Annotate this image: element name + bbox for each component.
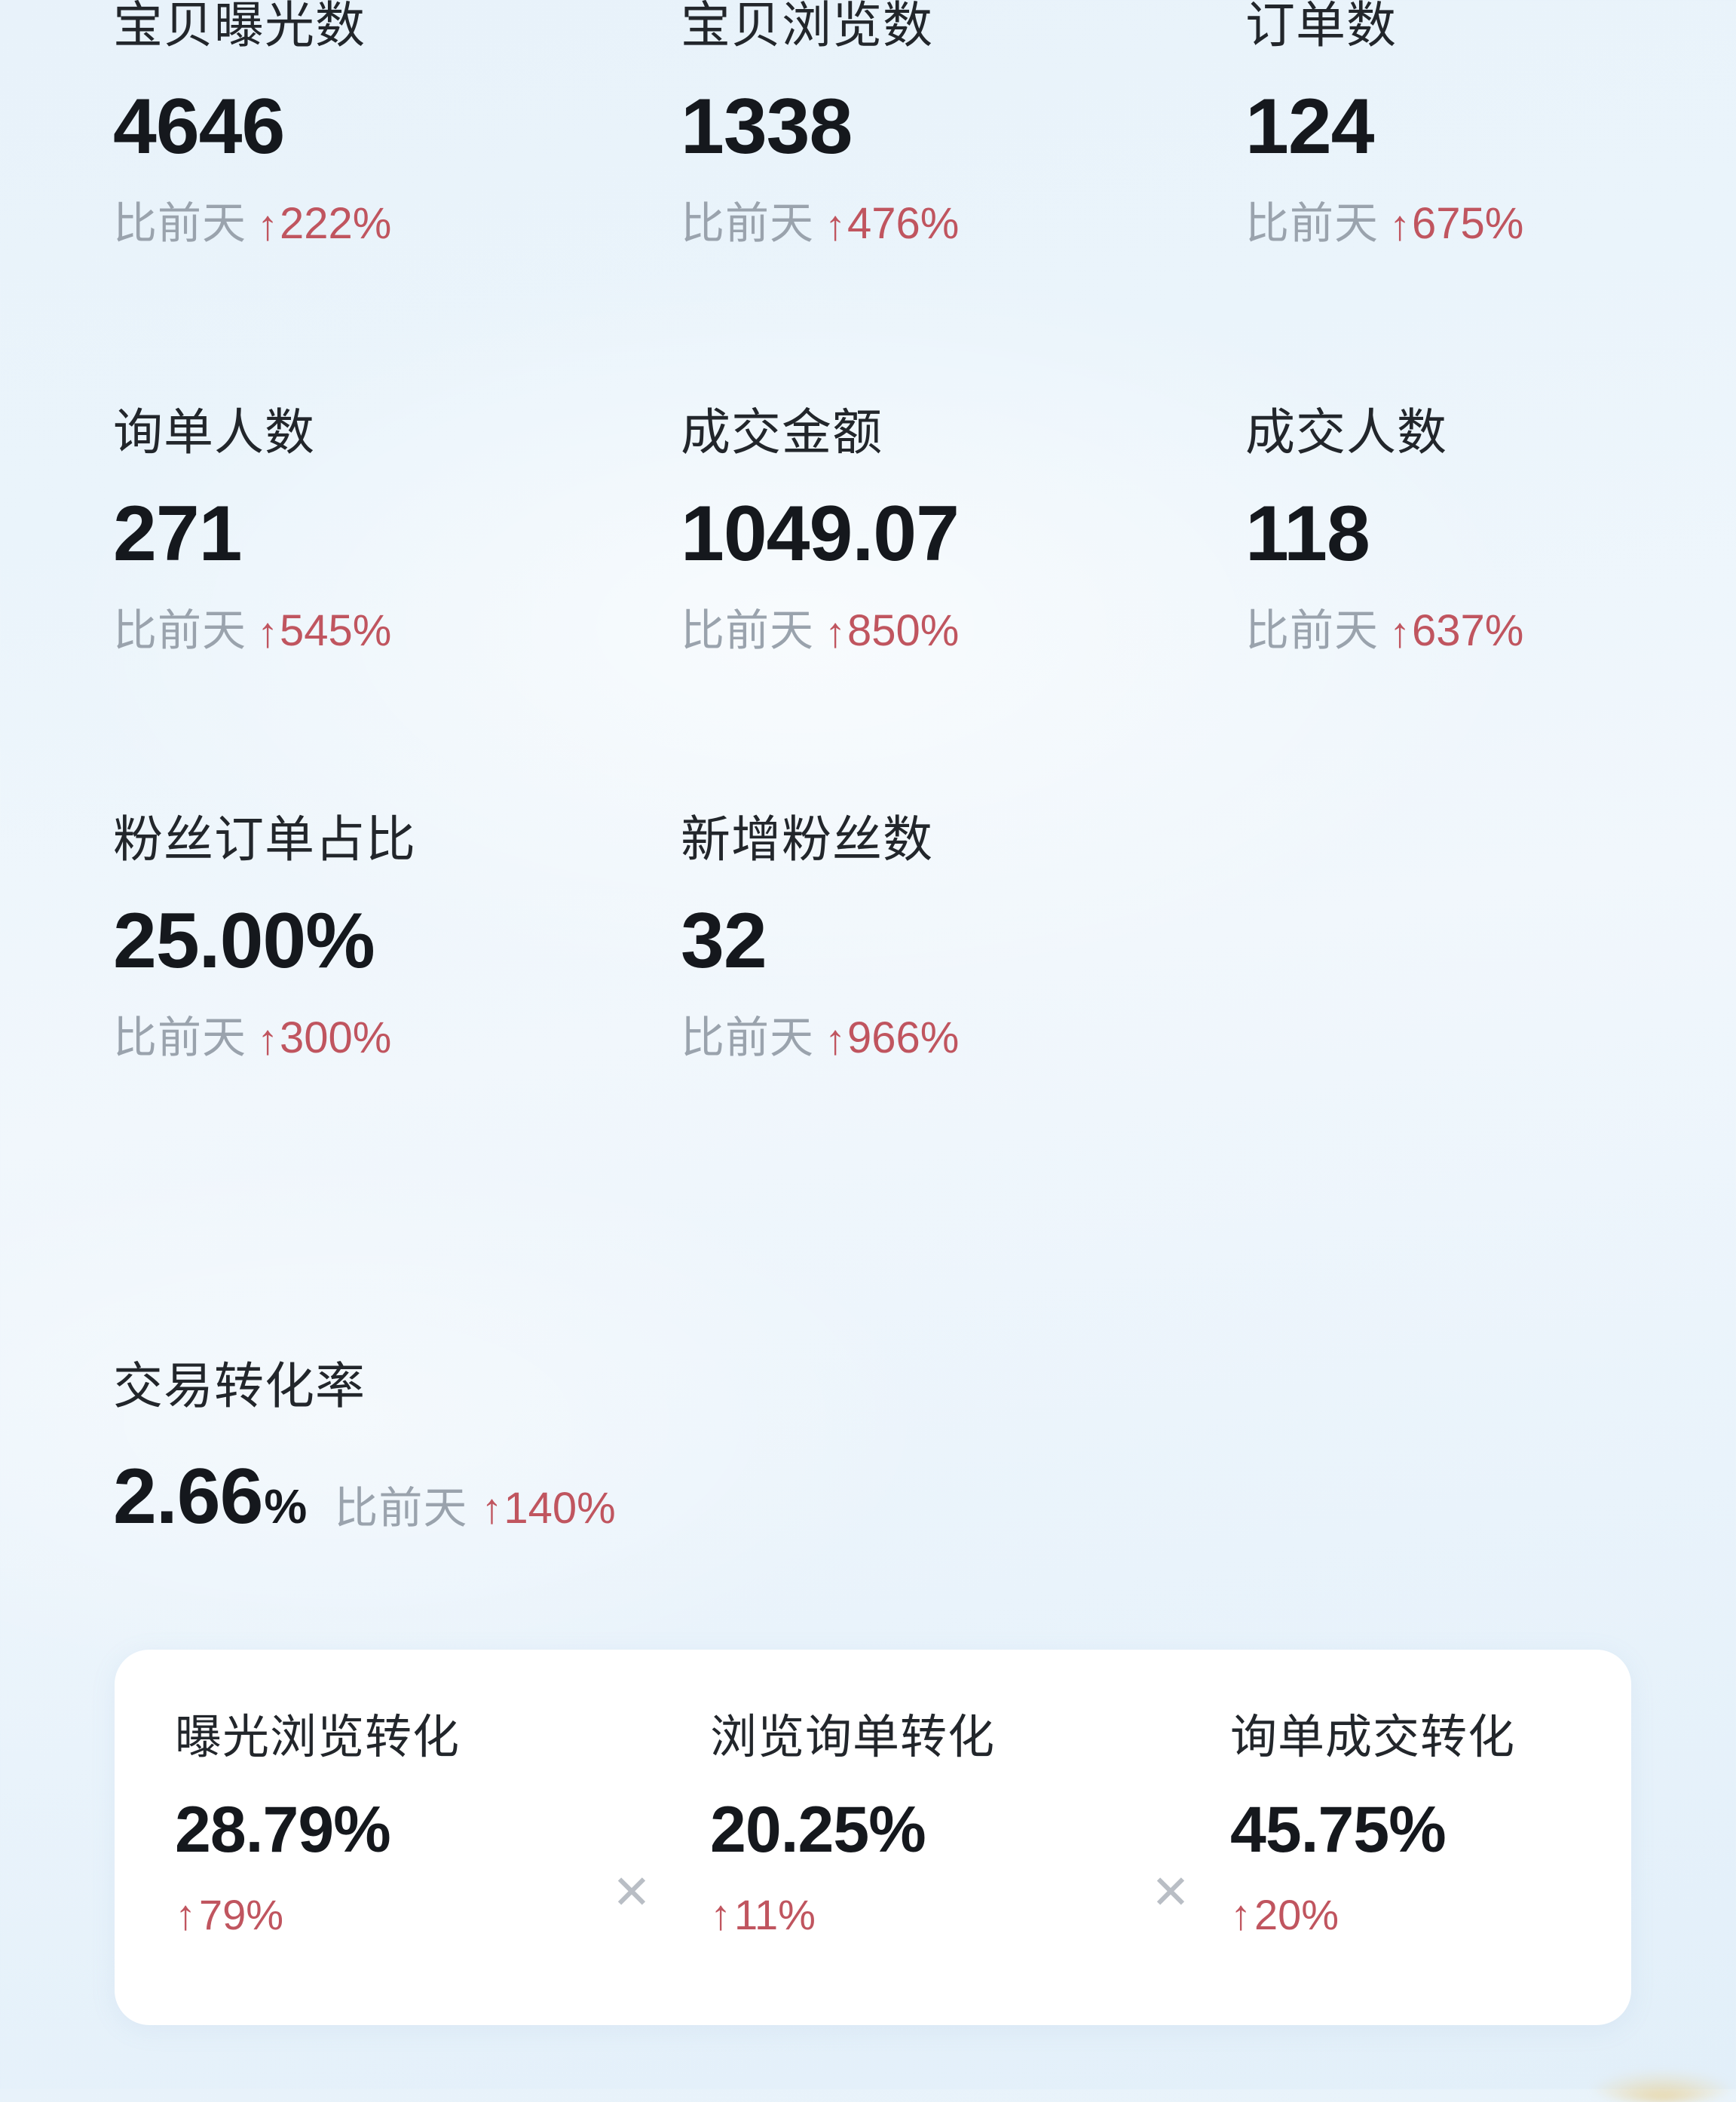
metrics-row: 宝贝曝光数 4646 比前天 ↑ 222% 宝贝浏览数 1338 比前天 ↑ 4…: [0, 0, 1736, 407]
funnel-step-value: 20.25%: [710, 1794, 926, 1866]
trade-conversion-section[interactable]: 交易转化率 2.66 % 比前天 ↑ 140%: [113, 1361, 616, 1536]
metric-label: 宝贝曝光数: [113, 0, 366, 53]
compare-label: 比前天: [1245, 606, 1379, 655]
metric-card-chengjiao-jine[interactable]: 成交金额 1049.07 比前天 ↑ 850%: [681, 404, 960, 656]
arrow-up-icon: ↑: [1389, 201, 1411, 249]
conversion-funnel-card[interactable]: 曝光浏览转化 28.79% ↑79% ✕ 浏览询单转化 20.25% ↑11% …: [115, 1650, 1631, 2025]
delta-value: 850%: [847, 606, 960, 655]
trade-conversion-unit: %: [264, 1479, 308, 1534]
multiply-icon: ✕: [1151, 1867, 1190, 1919]
arrow-up-icon: ↑: [257, 608, 279, 656]
metrics-row: 粉丝订单占比 25.00% 比前天 ↑ 300% 新增粉丝数 32 比前天 ↑ …: [0, 814, 1736, 1221]
delta-value: 140%: [504, 1484, 616, 1533]
metric-card-fensi-dingdan-zhanbi[interactable]: 粉丝订单占比 25.00% 比前天 ↑ 300%: [113, 811, 416, 1063]
trade-conversion-value: 2.66: [113, 1453, 263, 1540]
metric-delta: 比前天 ↑ 300%: [113, 1013, 416, 1063]
metric-label: 新增粉丝数: [681, 811, 933, 867]
trade-conversion-label: 交易转化率: [113, 1358, 366, 1414]
delta-value: 222%: [280, 199, 392, 248]
arrow-up-icon: ↑: [257, 201, 279, 249]
metric-card-xinzeng-fensi[interactable]: 新增粉丝数 32 比前天 ↑ 966%: [681, 811, 960, 1063]
conversion-funnel-inner: 曝光浏览转化 28.79% ↑79% ✕ 浏览询单转化 20.25% ↑11% …: [115, 1650, 1631, 2025]
metric-label: 成交人数: [1245, 404, 1447, 460]
metrics-grid: 宝贝曝光数 4646 比前天 ↑ 222% 宝贝浏览数 1338 比前天 ↑ 4…: [0, 0, 1736, 1221]
funnel-step-delta: ↑20%: [1230, 1894, 1515, 1936]
funnel-step-label: 浏览询单转化: [710, 1711, 996, 1763]
compare-label: 比前天: [113, 606, 247, 655]
metric-label: 粉丝订单占比: [113, 811, 416, 867]
metric-value: 271: [113, 490, 243, 578]
metric-value: 1338: [681, 83, 853, 170]
arrow-up-icon: ↑: [825, 1016, 847, 1063]
trade-conversion-row: 2.66 % 比前天 ↑ 140%: [113, 1457, 616, 1536]
metric-label: 询单人数: [113, 404, 315, 460]
metric-card-baobei-liulan[interactable]: 宝贝浏览数 1338 比前天 ↑ 476%: [681, 0, 960, 249]
delta-value: 476%: [847, 199, 960, 248]
arrow-up-icon: ↑: [175, 1891, 196, 1938]
partial-element-below-fold: [1591, 2072, 1734, 2102]
compare-label: 比前天: [681, 1013, 815, 1062]
delta-value: 20%: [1254, 1891, 1340, 1938]
metric-value: 124: [1245, 83, 1375, 170]
metric-card-dingdan-shu[interactable]: 订单数 124 比前天 ↑ 675%: [1245, 0, 1524, 249]
metric-card-baobei-puguang[interactable]: 宝贝曝光数 4646 比前天 ↑ 222%: [113, 0, 392, 249]
metric-delta: 比前天 ↑ 637%: [1245, 606, 1524, 656]
metric-value: 32: [681, 897, 767, 985]
delta-value: 300%: [280, 1013, 392, 1062]
metric-card-xundan-renshu[interactable]: 询单人数 271 比前天 ↑ 545%: [113, 404, 392, 656]
delta-value: 637%: [1412, 606, 1524, 655]
compare-label: 比前天: [113, 1013, 247, 1062]
multiply-icon: ✕: [612, 1867, 651, 1919]
arrow-up-icon: ↑: [1389, 608, 1411, 656]
funnel-step-liulan-xundan[interactable]: 浏览询单转化 20.25% ↑11%: [710, 1714, 995, 1936]
funnel-step-xundan-chengjiao[interactable]: 询单成交转化 45.75% ↑20%: [1230, 1714, 1515, 1936]
metric-delta: 比前天 ↑ 222%: [113, 199, 392, 249]
compare-label: 比前天: [113, 199, 247, 248]
compare-label: 比前天: [681, 606, 815, 655]
metric-label: 宝贝浏览数: [681, 0, 933, 53]
funnel-step-value: 28.79%: [175, 1794, 391, 1866]
arrow-up-icon: ↑: [257, 1016, 279, 1063]
metric-delta: 比前天 ↑ 675%: [1245, 199, 1524, 249]
metric-value: 25.00%: [113, 897, 375, 985]
metric-delta: 比前天 ↑ 476%: [681, 199, 960, 249]
metric-card-chengjiao-renshu[interactable]: 成交人数 118 比前天 ↑ 637%: [1245, 404, 1524, 656]
delta-value: 79%: [199, 1891, 284, 1938]
funnel-step-label: 询单成交转化: [1230, 1711, 1516, 1763]
funnel-step-delta: ↑11%: [710, 1894, 995, 1936]
metric-label: 成交金额: [681, 404, 883, 460]
metric-value: 4646: [113, 83, 285, 170]
metric-delta: 比前天 ↑ 545%: [113, 606, 392, 656]
arrow-up-icon: ↑: [1230, 1891, 1251, 1938]
metric-value: 1049.07: [681, 490, 960, 578]
compare-label: 比前天: [334, 1484, 468, 1533]
compare-label: 比前天: [681, 199, 815, 248]
funnel-step-value: 45.75%: [1230, 1794, 1447, 1866]
arrow-up-icon: ↑: [825, 608, 847, 656]
metric-label: 订单数: [1245, 0, 1397, 53]
delta-value: 675%: [1412, 199, 1524, 248]
arrow-up-icon: ↑: [481, 1485, 503, 1532]
delta-value: 11%: [734, 1891, 816, 1938]
metric-delta: 比前天 ↑ 966%: [681, 1013, 960, 1063]
funnel-step-puguang-liulan[interactable]: 曝光浏览转化 28.79% ↑79%: [175, 1714, 460, 1936]
arrow-up-icon: ↑: [710, 1891, 731, 1938]
metric-value: 118: [1245, 490, 1370, 578]
funnel-step-label: 曝光浏览转化: [175, 1711, 461, 1763]
delta-value: 545%: [280, 606, 392, 655]
compare-label: 比前天: [1245, 199, 1379, 248]
funnel-step-delta: ↑79%: [175, 1894, 460, 1936]
delta-value: 966%: [847, 1013, 960, 1062]
metrics-row: 询单人数 271 比前天 ↑ 545% 成交金额 1049.07 比前天 ↑ 8…: [0, 407, 1736, 814]
arrow-up-icon: ↑: [825, 201, 847, 249]
metric-delta: 比前天 ↑ 850%: [681, 606, 960, 656]
